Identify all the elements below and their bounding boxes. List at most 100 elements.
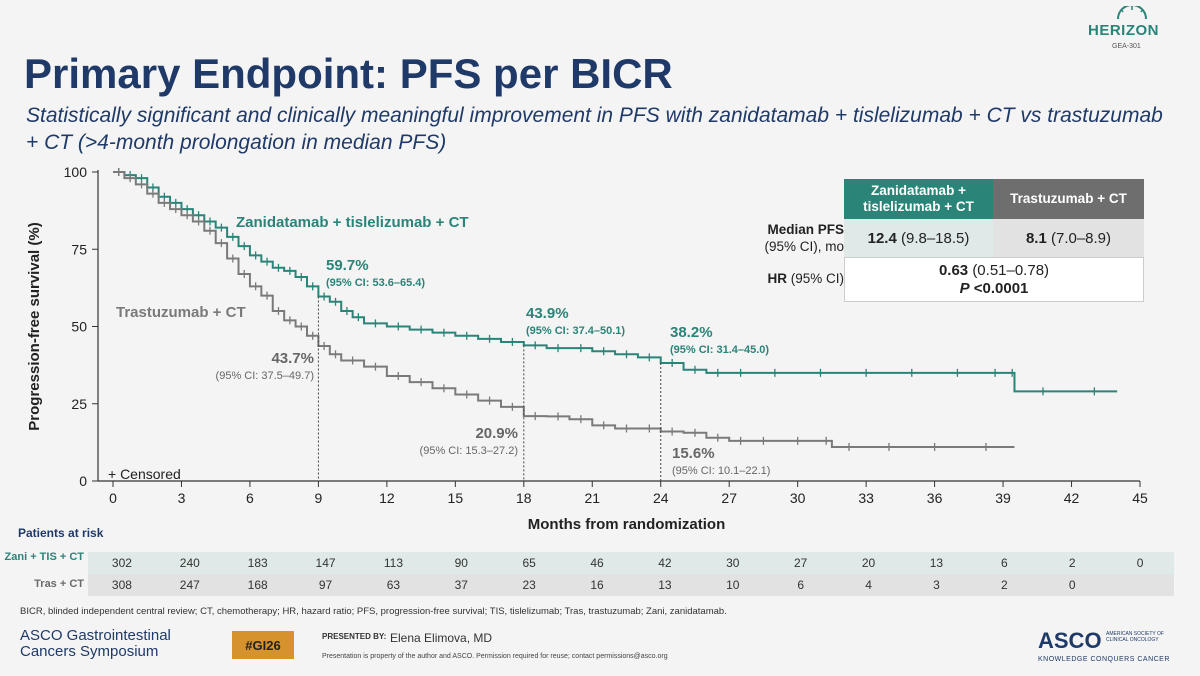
- risk-table: Patients at risk Zani + TIS + CT 302 240 18…: [0, 526, 1200, 596]
- risk-cell: 13: [929, 556, 944, 570]
- p-line: P <0.0001: [960, 280, 1029, 298]
- asco-gi-line1: ASCO Gastrointestinal: [20, 627, 171, 644]
- tras-median-ci: (7.0–8.9): [1050, 229, 1112, 247]
- asco-gi-logo: ASCO Gastrointestinal Cancers Symposium: [20, 628, 171, 660]
- sunrise-icon: [1117, 6, 1147, 20]
- annotation-value: 43.7%: [271, 350, 314, 367]
- risk-cell: 0: [1068, 578, 1076, 592]
- p-label: P: [959, 279, 970, 297]
- summary-tras-median: 8.1 (7.0–8.9): [993, 219, 1144, 257]
- risk-cell: 0: [1136, 556, 1144, 570]
- x-tick-label: 0: [109, 490, 117, 506]
- chart-axes: 0 3 6 9 12 15 18 21 24 27 30 33 36 39 42 450255075100Mo…: [26, 164, 1148, 533]
- summary-row2-label-sub: (95% CI): [790, 271, 844, 286]
- risk-cell: 3: [933, 578, 940, 592]
- annotation-ci: (95% CI: 15.3–27.2): [420, 445, 518, 457]
- zani-series-label: Zanidatamab + tislelizumab + CT: [236, 214, 469, 231]
- summary-row1-label: Median PFS (95% CI), mo: [764, 221, 844, 255]
- presented-by-label: PRESENTED BY:: [322, 632, 387, 641]
- summary-hr-cell: 0.63 (0.51–0.78) P <0.0001: [844, 257, 1144, 302]
- x-tick-label: 15: [448, 490, 464, 506]
- risk-cell: [1106, 574, 1174, 596]
- disclaimer: Presentation is property of the author a…: [322, 653, 668, 660]
- y-tick-label: 100: [64, 164, 88, 180]
- x-tick-label: 30: [790, 490, 806, 506]
- x-tick-label: 42: [1064, 490, 1080, 506]
- y-tick-label: 50: [71, 319, 87, 335]
- risk-cell: 65: [522, 556, 536, 570]
- risk-cell: 13: [658, 578, 672, 592]
- annotation-ci: (95% CI: 53.6–65.4): [326, 277, 425, 289]
- risk-cell: 23: [522, 578, 536, 592]
- hr-value: 0.63: [938, 261, 969, 279]
- summary-row2-label-bold: HR: [767, 271, 787, 286]
- x-tick-label: 39: [995, 490, 1011, 506]
- herizon-logo: HERIZON GEA-301: [1080, 6, 1188, 50]
- x-axis-label: Months from randomization: [528, 516, 726, 533]
- km-chart: 0 3 6 9 12 15 18 21 24 27 30 33 36 39 42 450255075100Mo…: [26, 164, 1148, 533]
- annotation-ci: (95% CI: 37.5–49.7): [216, 370, 314, 382]
- risk-cell: 97: [318, 578, 333, 592]
- risk-cell: 46: [590, 556, 604, 570]
- x-tick-label: 3: [178, 490, 186, 506]
- risk-cell: 302: [111, 556, 132, 570]
- x-tick-label: 36: [927, 490, 943, 506]
- asco-tagline: KNOWLEDGE CONQUERS CANCER: [1038, 656, 1170, 663]
- risk-cell: 2: [1068, 556, 1076, 570]
- zani-median-value: 12.4: [867, 229, 897, 247]
- logo-sub: GEA-301: [1112, 43, 1141, 50]
- risk-cell: 6: [1000, 556, 1008, 570]
- risk-cell: 308: [111, 578, 132, 592]
- summary-table: Zanidatamab + tislelizumab + CT Trastuzu…: [752, 179, 1144, 302]
- x-tick-label: 12: [379, 490, 395, 506]
- hr-ci: (0.51–0.78): [972, 261, 1050, 279]
- page-subtitle: Statistically significant and clinically…: [26, 104, 1163, 154]
- risk-cell: 113: [383, 556, 403, 570]
- summary-row2-label: HR (95% CI): [767, 270, 844, 287]
- risk-cell: 147: [315, 556, 336, 570]
- presenter-name: Elena Elimova, MD: [390, 631, 493, 645]
- risk-row-label: Zani + TIS + CT: [4, 551, 84, 563]
- risk-cell: 2: [1000, 578, 1008, 592]
- annotation-ci: (95% CI: 31.4–45.0): [670, 344, 769, 356]
- x-tick-label: 33: [858, 490, 874, 506]
- footnote: BICR, blinded independent central review…: [20, 606, 727, 617]
- summary-row1-label-bold: Median PFS: [767, 222, 844, 237]
- annotation-value: 38.2%: [670, 324, 713, 341]
- asco-logo: ASCO AMERICAN SOCIETY OF CLINICAL ONCOLO…: [1038, 628, 1188, 668]
- annotation-value: 15.6%: [672, 445, 715, 462]
- page-title: Primary Endpoint: PFS per BICR: [24, 50, 673, 97]
- risk-cell: 4: [865, 578, 872, 592]
- risk-cell: 90: [454, 556, 468, 570]
- risk-cell: 63: [386, 578, 401, 592]
- y-tick-label: 0: [79, 473, 87, 489]
- risk-cell: 10: [726, 578, 740, 592]
- risk-table-title: Patients at risk: [18, 526, 104, 540]
- y-tick-label: 75: [71, 241, 87, 257]
- risk-cell: 37: [454, 578, 468, 592]
- p-value: <0.0001: [973, 279, 1029, 297]
- censored-legend: + Censored: [108, 466, 181, 482]
- risk-cell: 168: [247, 578, 268, 592]
- risk-cell: 42: [658, 556, 672, 570]
- risk-cell: 16: [590, 578, 604, 592]
- asco-logo-word: ASCO: [1038, 628, 1102, 653]
- x-tick-label: 6: [246, 490, 254, 506]
- annotation-value: 20.9%: [475, 425, 518, 442]
- x-tick-label: 21: [584, 490, 600, 506]
- risk-row-label: Tras + CT: [34, 578, 84, 590]
- x-tick-label: 9: [315, 490, 323, 506]
- risk-cell: 30: [726, 556, 740, 570]
- tras-curve: [113, 171, 1015, 449]
- risk-row: Tras + CT 308 247 168 97 63 37 23 16 13 10 6 4 3 2 0: [34, 574, 1174, 596]
- risk-cell: 27: [794, 556, 808, 570]
- hashtag-badge: #GI26: [232, 631, 294, 659]
- summary-zani-median: 12.4 (9.8–18.5): [844, 219, 993, 257]
- asco-logo-small: AMERICAN SOCIETY OF CLINICAL ONCOLOGY: [1106, 631, 1164, 643]
- x-tick-label: 18: [516, 490, 532, 506]
- x-tick-label: 45: [1132, 490, 1148, 506]
- tras-series-label: Trastuzumab + CT: [116, 304, 246, 321]
- annotation-ci: (95% CI: 10.1–22.1): [672, 465, 770, 477]
- risk-row: Zani + TIS + CT 302 240 183 147 113 90 65 46 42 30…: [5, 552, 1174, 574]
- risk-cell: 183: [247, 556, 268, 570]
